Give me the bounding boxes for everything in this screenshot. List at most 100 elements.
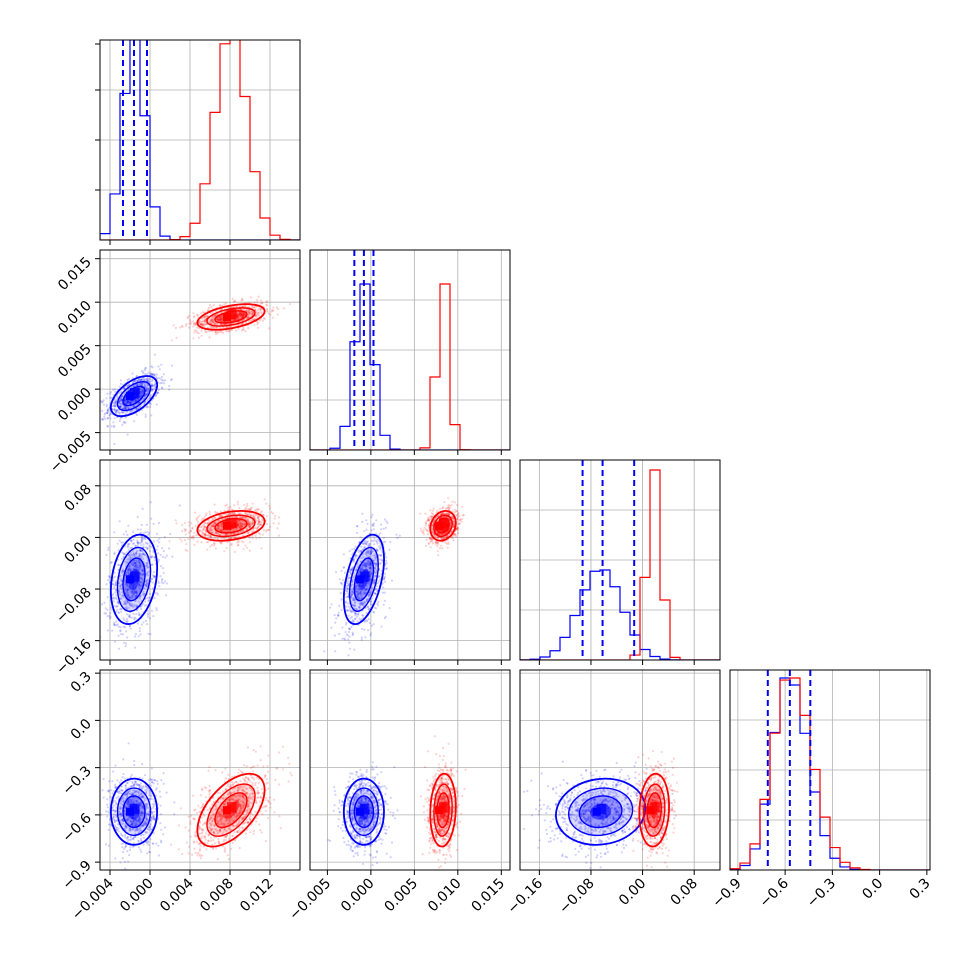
sample-point-blue bbox=[380, 528, 383, 531]
sample-point-blue bbox=[153, 576, 156, 579]
sample-point-red bbox=[191, 535, 194, 538]
sample-point-blue bbox=[380, 625, 383, 628]
sample-point-blue bbox=[139, 388, 142, 391]
sample-point-blue bbox=[106, 408, 109, 411]
sample-point-blue bbox=[157, 552, 160, 555]
sample-point-red bbox=[221, 319, 224, 322]
sample-point-blue bbox=[148, 377, 151, 381]
sample-point-blue bbox=[344, 601, 347, 604]
sample-point-blue bbox=[128, 556, 131, 559]
sample-point-blue bbox=[115, 582, 118, 585]
sample-point-blue bbox=[105, 583, 108, 586]
sample-point-red bbox=[429, 546, 432, 549]
sample-point-blue bbox=[163, 580, 167, 583]
sample-point-red bbox=[219, 528, 223, 531]
sample-point-red bbox=[219, 318, 223, 321]
sample-point-red bbox=[240, 311, 243, 314]
sample-point-blue bbox=[135, 590, 138, 593]
sample-point-red bbox=[257, 514, 260, 518]
sample-point-blue bbox=[126, 402, 129, 405]
sample-point-red bbox=[204, 314, 207, 318]
sample-point-blue bbox=[365, 564, 368, 567]
sample-point-red bbox=[256, 523, 259, 526]
sample-point-blue bbox=[124, 606, 127, 609]
sample-point-blue bbox=[344, 605, 347, 608]
sample-point-red bbox=[248, 522, 251, 525]
sample-point-blue bbox=[126, 384, 129, 387]
sample-point-blue bbox=[350, 568, 353, 571]
sample-point-blue bbox=[349, 607, 352, 611]
sample-point-blue bbox=[135, 613, 138, 616]
sample-point-blue bbox=[169, 379, 172, 382]
sample-point-blue bbox=[344, 600, 347, 603]
sample-point-blue bbox=[145, 388, 148, 391]
sample-point-red bbox=[239, 308, 242, 311]
sample-point-blue bbox=[143, 378, 146, 381]
sample-point-blue bbox=[369, 563, 372, 566]
sample-point-blue bbox=[106, 409, 109, 412]
sample-point-blue bbox=[363, 530, 366, 533]
sample-point-red bbox=[453, 532, 456, 535]
sample-point-blue bbox=[364, 566, 367, 569]
sample-point-blue bbox=[134, 599, 137, 602]
sample-point-blue bbox=[148, 550, 151, 553]
sample-point-blue bbox=[373, 556, 376, 560]
sample-point-blue bbox=[147, 533, 150, 537]
sample-point-red bbox=[240, 312, 243, 315]
sample-point-red bbox=[268, 504, 271, 507]
sample-point-red bbox=[256, 526, 259, 529]
sample-point-red bbox=[254, 534, 257, 538]
sample-point-blue bbox=[142, 593, 145, 596]
sample-point-blue bbox=[375, 563, 378, 566]
sample-point-red bbox=[233, 515, 236, 518]
sample-point-blue bbox=[129, 402, 132, 405]
sample-point-blue bbox=[345, 633, 348, 636]
sample-point-blue bbox=[147, 570, 150, 573]
sample-point-blue bbox=[347, 576, 350, 579]
sample-point-blue bbox=[377, 575, 380, 578]
sample-point-red bbox=[248, 536, 251, 539]
sample-point-blue bbox=[161, 381, 164, 385]
sample-point-blue bbox=[368, 543, 371, 546]
sample-point-blue bbox=[113, 597, 116, 600]
sample-point-blue bbox=[350, 594, 353, 598]
sample-point-red bbox=[208, 306, 211, 309]
sample-point-red bbox=[238, 535, 241, 538]
sample-point-blue bbox=[120, 610, 123, 613]
sample-point-red bbox=[203, 316, 206, 319]
sample-point-blue bbox=[130, 616, 133, 619]
sample-point-red bbox=[181, 523, 184, 527]
sample-point-blue bbox=[383, 580, 387, 583]
sample-point-red bbox=[212, 542, 215, 545]
sample-point-red bbox=[206, 548, 209, 551]
sample-point-red bbox=[424, 544, 428, 547]
sample-point-blue bbox=[144, 537, 147, 541]
sample-point-blue bbox=[139, 378, 143, 381]
sample-point-blue bbox=[118, 400, 121, 403]
sample-point-blue bbox=[368, 621, 371, 625]
sample-point-blue bbox=[138, 562, 141, 565]
sample-point-blue bbox=[165, 554, 169, 557]
sample-point-blue bbox=[117, 625, 120, 628]
sample-point-red bbox=[257, 295, 260, 298]
sample-point-blue bbox=[145, 581, 148, 585]
sample-point-red bbox=[259, 511, 262, 514]
sample-point-blue bbox=[119, 629, 122, 632]
sample-point-blue bbox=[135, 566, 138, 570]
sample-point-red bbox=[221, 331, 225, 335]
sample-point-red bbox=[242, 523, 245, 526]
sample-point-blue bbox=[157, 376, 160, 379]
sample-point-blue bbox=[125, 617, 129, 621]
sample-point-red bbox=[186, 316, 189, 319]
sample-point-red bbox=[192, 537, 195, 540]
sample-point-blue bbox=[145, 523, 149, 526]
sample-point-red bbox=[219, 510, 222, 513]
sample-point-red bbox=[239, 314, 242, 317]
sample-point-red bbox=[255, 320, 258, 323]
sample-point-blue bbox=[137, 543, 140, 546]
sample-point-blue bbox=[130, 401, 133, 404]
sample-point-red bbox=[205, 322, 208, 326]
sample-point-red bbox=[452, 516, 455, 520]
sample-point-red bbox=[211, 325, 214, 329]
